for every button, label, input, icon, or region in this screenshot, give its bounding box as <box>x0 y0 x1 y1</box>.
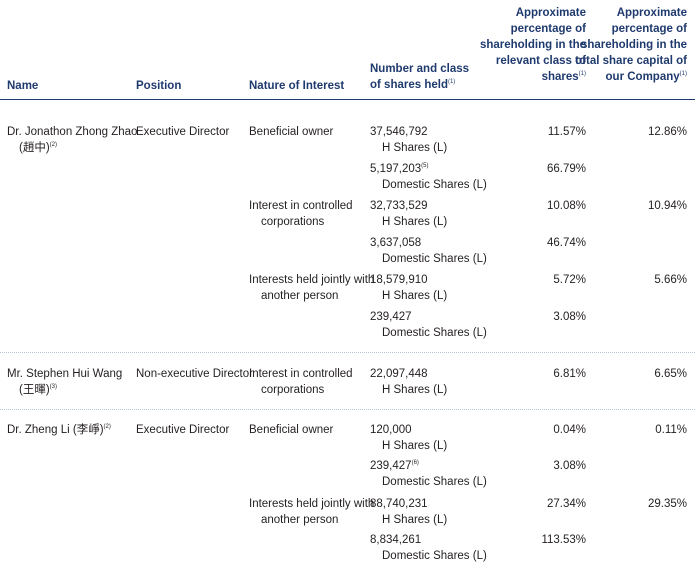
person-position: Executive Director <box>136 424 230 436</box>
interest-nature: Beneficial owner <box>249 126 334 138</box>
interest-nature: Interests held jointly with another pers… <box>249 498 375 526</box>
holding-shares: 88,740,231 H Shares (L) <box>370 498 448 526</box>
header-shares: Number and class of shares held(1) <box>370 63 470 91</box>
header-pct-class: Approximate percentage of shareholding i… <box>479 7 586 83</box>
interest-nature: Interest in controlled corporations <box>249 368 353 396</box>
holding-shares: 3,637,058 Domestic Shares (L) <box>370 237 487 265</box>
holding-shares: 5,197,203(5) Domestic Shares (L) <box>370 163 487 191</box>
class-pct: 0.04% <box>553 424 586 436</box>
class-pct: 6.81% <box>553 368 586 380</box>
class-pct: 11.57% <box>547 126 586 138</box>
total-capital-pct: 0.11% <box>655 424 687 436</box>
class-pct: 27.34% <box>546 498 586 510</box>
class-pct: 10.08% <box>546 200 586 212</box>
total-capital-pct: 29.35% <box>647 498 687 510</box>
header-name: Name <box>7 80 39 92</box>
holding-shares: 22,097,448 H Shares (L) <box>370 368 448 396</box>
header-position: Position <box>136 80 182 92</box>
person-position: Non-executive Director <box>136 368 253 380</box>
header-rule <box>0 99 695 100</box>
holding-shares: 37,546,792 H Shares (L) <box>370 126 448 154</box>
holding-shares: 239,427 Domestic Shares (L) <box>370 311 487 339</box>
person-name: Dr. Zheng Li (李崢)(2) <box>7 424 111 436</box>
class-pct: 3.08% <box>553 460 586 472</box>
header-pct-total: Approximate percentage of shareholding i… <box>575 7 687 83</box>
person-position: Executive Director <box>136 126 230 138</box>
class-pct: 113.53% <box>541 534 586 546</box>
person-name: Mr. Stephen Hui Wang (王暉)(3) <box>7 368 123 396</box>
total-capital-pct: 10.94% <box>647 200 687 212</box>
class-pct: 66.79% <box>546 163 586 175</box>
class-pct: 5.72% <box>553 274 586 286</box>
header-nature: Nature of Interest <box>249 80 345 92</box>
interest-nature: Interests held jointly with another pers… <box>249 274 375 302</box>
interest-nature: Interest in controlled corporations <box>249 200 353 228</box>
holding-shares: 239,427(6) Domestic Shares (L) <box>370 460 487 488</box>
class-pct: 3.08% <box>553 311 586 323</box>
holding-shares: 120,000 H Shares (L) <box>370 424 448 452</box>
holding-shares: 32,733,529 H Shares (L) <box>370 200 448 228</box>
interest-nature: Beneficial owner <box>249 424 334 436</box>
total-capital-pct: 12.86% <box>647 126 687 138</box>
total-capital-pct: 6.65% <box>654 368 687 380</box>
person-name: Dr. Jonathon Zhong Zhao (趙中)(2) <box>7 126 138 154</box>
holding-shares: 18,579,910 H Shares (L) <box>370 274 448 302</box>
class-pct: 46.74% <box>546 237 586 249</box>
row-divider <box>0 409 695 410</box>
holding-shares: 8,834,261 Domestic Shares (L) <box>370 534 487 562</box>
row-divider <box>0 352 695 353</box>
total-capital-pct: 5.66% <box>654 274 687 286</box>
